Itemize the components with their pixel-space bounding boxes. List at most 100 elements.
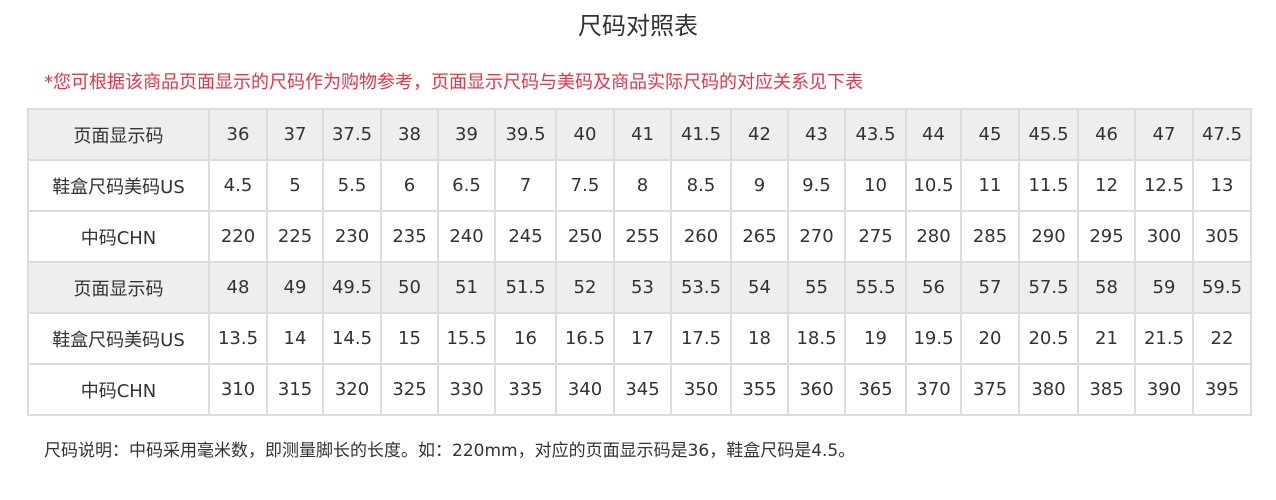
size-cell: 380 [1018,363,1079,416]
size-cell: 22 [1192,312,1252,365]
size-cell: 54 [730,261,789,314]
size-cell: 325 [380,363,439,416]
size-cell: 15 [380,312,439,365]
size-cell: 14.5 [322,312,382,365]
size-cell: 385 [1077,363,1136,416]
size-cell: 395 [1192,363,1252,416]
size-cell: 7 [494,159,557,212]
size-cell: 42 [730,108,789,161]
size-cell: 345 [613,363,672,416]
size-chart-table: 页面显示码 36 37 37.5 38 39 39.5 40 41 41.5 42 43 43.5 44 4… [27,108,1252,416]
size-cell: 41.5 [670,108,732,161]
size-cell: 225 [266,210,324,263]
size-cell: 265 [730,210,789,263]
size-cell: 255 [613,210,672,263]
size-cell: 335 [494,363,557,416]
size-cell: 38 [380,108,439,161]
size-cell: 51.5 [494,261,557,314]
row-label: 中码CHN [27,210,210,263]
page-title: 尺码对照表 [578,12,698,40]
size-cell: 290 [1018,210,1079,263]
size-cell: 18 [730,312,789,365]
row-label: 页面显示码 [27,108,210,161]
size-cell: 16.5 [555,312,615,365]
size-cell: 10 [844,159,907,212]
size-cell: 53.5 [670,261,732,314]
size-cell: 300 [1134,210,1194,263]
size-cell: 21 [1077,312,1136,365]
size-cell: 59 [1134,261,1194,314]
size-cell: 11.5 [1018,159,1079,212]
size-cell: 16 [494,312,557,365]
size-cell: 240 [437,210,496,263]
size-cell: 17.5 [670,312,732,365]
size-cell: 47.5 [1192,108,1252,161]
size-cell: 47 [1134,108,1194,161]
size-cell: 365 [844,363,907,416]
size-cell: 44 [905,108,962,161]
size-cell: 46 [1077,108,1136,161]
size-cell: 315 [266,363,324,416]
size-cell: 41 [613,108,672,161]
size-cell: 58 [1077,261,1136,314]
size-cell: 320 [322,363,382,416]
size-cell: 45 [960,108,1020,161]
size-cell: 55.5 [844,261,907,314]
size-cell: 37.5 [322,108,382,161]
size-cell: 4.5 [208,159,268,212]
size-cell: 275 [844,210,907,263]
size-notice: *您可根据该商品页面显示的尺码作为购物参考，页面显示尺码与美码及商品实际尺码的对… [44,72,863,93]
table-row: 鞋盒尺码美码US 13.5 14 14.5 15 15.5 16 16.5 17 17.5 18 18… [27,312,1252,365]
table-row: 中码CHN 310 315 320 325 330 335 340 345 350 355 360 36… [27,363,1252,416]
size-cell: 13.5 [208,312,268,365]
table-row: 页面显示码 48 49 49.5 50 51 51.5 52 53 53.5 54 55 55.5 56 5… [27,261,1252,314]
size-cell: 12.5 [1134,159,1194,212]
row-label: 中码CHN [27,363,210,416]
size-cell: 390 [1134,363,1194,416]
size-cell: 51 [437,261,496,314]
size-cell: 20 [960,312,1020,365]
size-cell: 43.5 [844,108,907,161]
size-cell: 330 [437,363,496,416]
size-cell: 36 [208,108,268,161]
size-cell: 8 [613,159,672,212]
size-cell: 14 [266,312,324,365]
size-cell: 305 [1192,210,1252,263]
size-cell: 13 [1192,159,1252,212]
size-cell: 48 [208,261,268,314]
size-cell: 10.5 [905,159,962,212]
size-cell: 310 [208,363,268,416]
size-cell: 11 [960,159,1020,212]
size-cell: 245 [494,210,557,263]
size-cell: 19 [844,312,907,365]
size-cell: 49.5 [322,261,382,314]
size-cell: 6.5 [437,159,496,212]
size-cell: 260 [670,210,732,263]
size-cell: 5.5 [322,159,382,212]
size-cell: 12 [1077,159,1136,212]
size-cell: 270 [787,210,846,263]
size-cell: 7.5 [555,159,615,212]
size-cell: 355 [730,363,789,416]
size-cell: 285 [960,210,1020,263]
size-cell: 37 [266,108,324,161]
row-label: 鞋盒尺码美码US [27,312,210,365]
size-cell: 9.5 [787,159,846,212]
size-cell: 235 [380,210,439,263]
size-cell: 280 [905,210,962,263]
size-cell: 360 [787,363,846,416]
size-explanation: 尺码说明：中码采用毫米数，即测量脚长的长度。如：220mm，对应的页面显示码是3… [44,441,856,461]
row-label: 鞋盒尺码美码US [27,159,210,212]
size-cell: 5 [266,159,324,212]
size-cell: 39 [437,108,496,161]
size-cell: 56 [905,261,962,314]
size-cell: 20.5 [1018,312,1079,365]
table-row: 中码CHN 220 225 230 235 240 245 250 255 260 265 270 27… [27,210,1252,263]
size-cell: 18.5 [787,312,846,365]
size-cell: 50 [380,261,439,314]
size-cell: 350 [670,363,732,416]
size-cell: 250 [555,210,615,263]
table-row: 页面显示码 36 37 37.5 38 39 39.5 40 41 41.5 42 43 43.5 44 4… [27,108,1252,161]
size-cell: 220 [208,210,268,263]
size-cell: 6 [380,159,439,212]
